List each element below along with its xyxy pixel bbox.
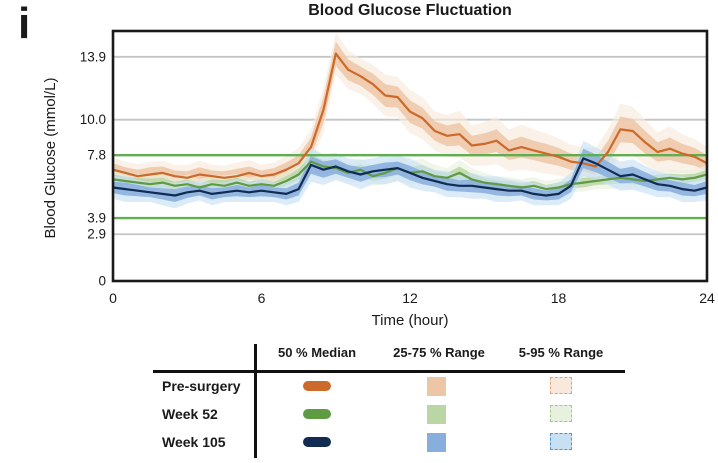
- x-tick-label-24: 24: [699, 290, 715, 306]
- legend-row-label-week52: Week 52: [162, 406, 218, 422]
- median-swatch-week52: [303, 409, 331, 419]
- y-tick-label-13.9: 13.9: [80, 49, 106, 64]
- band-25-75-week-105: [113, 148, 707, 202]
- glucose-line-chart: 13.9 10.0 7.8 3.92.9 00 6 12 18 24: [80, 29, 715, 306]
- iqr-swatch-pre-surgery: [427, 377, 446, 396]
- legend-row-label-pre-surgery: Pre-surgery: [162, 378, 241, 394]
- y-tick-label-2.9: 2.9: [87, 227, 106, 242]
- legend-header-iqr: 25-75 % Range: [393, 345, 485, 360]
- p595-swatch-week105: [550, 433, 572, 450]
- panel-letter-label: i: [18, 0, 31, 48]
- y-tick-label-0: 0: [98, 274, 106, 289]
- median-swatch-week105: [303, 437, 331, 447]
- legend-vertical-rule: [254, 344, 257, 458]
- median-line-pre-surgery: [113, 52, 707, 179]
- median-swatch-pre-surgery: [303, 381, 331, 391]
- legend-row-label-week105: Week 105: [162, 434, 226, 450]
- legend-header-p595: 5-95 % Range: [518, 345, 604, 360]
- legend-horizontal-rule: [153, 370, 625, 373]
- p595-swatch-week52: [550, 405, 572, 422]
- x-axis-title: Time (hour): [371, 312, 449, 329]
- p595-swatch-pre-surgery: [550, 377, 572, 394]
- plot-frame: [111, 29, 709, 283]
- chart-title: Blood Glucose Fluctuation: [308, 2, 512, 19]
- iqr-swatch-week52: [427, 405, 446, 424]
- legend-header-median: 50 % Median: [277, 345, 357, 360]
- y-tick-label-3.9: 3.9: [87, 211, 106, 226]
- y-tick-label-10.0: 10.0: [80, 112, 106, 127]
- band-25-75-pre-surgery: [113, 41, 707, 185]
- x-tick-label-0: 0: [109, 290, 117, 306]
- y-tick-label-7.8: 7.8: [87, 148, 106, 163]
- x-tick-label-12: 12: [402, 290, 418, 306]
- median-line-week-105: [113, 157, 707, 197]
- x-tick-label-18: 18: [551, 290, 567, 306]
- x-tick-label-6: 6: [258, 290, 266, 306]
- iqr-swatch-week105: [427, 433, 446, 452]
